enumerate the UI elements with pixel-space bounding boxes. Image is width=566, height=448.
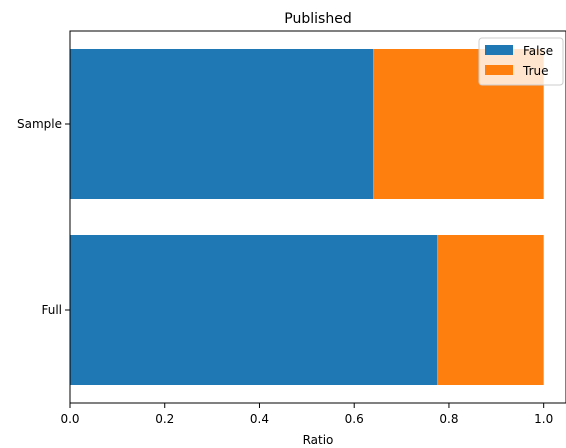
bar-sample-false — [70, 49, 374, 199]
x-tick-label: 1.0 — [534, 412, 553, 426]
chart-title: Published — [284, 11, 351, 27]
y-axis-ticks: Sample Full — [17, 117, 70, 317]
x-axis-ticks: 0.0 0.2 0.4 0.6 0.8 1.0 — [60, 403, 553, 426]
x-tick-label: 0.0 — [60, 412, 79, 426]
legend-swatch-true — [485, 65, 513, 75]
legend: False True — [478, 37, 564, 86]
x-tick-label: 0.8 — [439, 412, 458, 426]
x-tick-label: 0.2 — [155, 412, 174, 426]
x-tick-label: 0.6 — [345, 412, 364, 426]
plot-frame — [69, 30, 566, 404]
x-tick-label: 0.4 — [250, 412, 269, 426]
y-tick-label: Full — [41, 303, 62, 317]
bar-full-false — [70, 235, 438, 385]
legend-swatch-false — [485, 45, 513, 55]
legend-label-false: False — [523, 44, 553, 58]
bar-full-true — [437, 235, 544, 385]
bars-layer — [70, 49, 544, 385]
legend-label-true: True — [522, 64, 549, 78]
y-tick-label: Sample — [17, 117, 62, 131]
x-axis-label: Ratio — [303, 433, 334, 447]
